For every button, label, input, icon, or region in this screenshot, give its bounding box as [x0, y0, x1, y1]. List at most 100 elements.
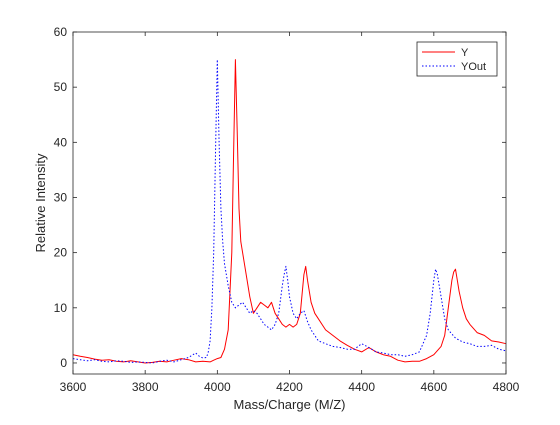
- data-point-yout: [376, 351, 377, 352]
- data-point-yout: [217, 59, 218, 60]
- series-layer: [72, 59, 507, 364]
- data-point-y: [260, 302, 261, 303]
- data-point-y: [173, 360, 174, 361]
- x-axis-label: Mass/Charge (M/Z): [234, 397, 346, 412]
- legend-box: [416, 41, 498, 77]
- data-point-yout: [137, 361, 138, 362]
- data-point-y: [309, 291, 310, 292]
- x-tick-label: 3800: [132, 380, 159, 394]
- data-point-yout: [426, 335, 427, 336]
- data-point-yout: [289, 296, 290, 297]
- data-point-yout: [267, 327, 268, 328]
- data-point-y: [289, 324, 290, 325]
- data-point-yout: [246, 307, 247, 308]
- data-point-y: [339, 340, 340, 341]
- data-point-y: [491, 340, 492, 341]
- data-point-yout: [242, 302, 243, 303]
- data-point-y: [444, 335, 445, 336]
- data-point-y: [459, 291, 460, 292]
- data-point-y: [271, 302, 272, 303]
- data-point-yout: [94, 359, 95, 360]
- data-point-yout: [228, 285, 229, 286]
- data-point-y: [213, 360, 214, 361]
- data-point-y: [264, 304, 265, 305]
- data-point-y: [361, 351, 362, 352]
- data-point-yout: [210, 340, 211, 341]
- data-point-yout: [347, 349, 348, 350]
- data-point-yout: [130, 362, 131, 363]
- y-tick-label: 0: [60, 356, 67, 370]
- data-point-y: [224, 349, 225, 350]
- data-point-y: [253, 313, 254, 314]
- data-point-yout: [80, 359, 81, 360]
- data-point-y: [217, 358, 218, 359]
- data-point-yout: [422, 343, 423, 344]
- data-point-yout: [159, 361, 160, 362]
- data-point-y: [130, 360, 131, 361]
- data-point-y: [285, 327, 286, 328]
- data-point-y: [278, 318, 279, 319]
- series-line-yout: [72, 59, 507, 364]
- data-point-yout: [116, 360, 117, 361]
- data-point-y: [188, 359, 189, 360]
- data-point-y: [453, 271, 454, 272]
- data-point-yout: [213, 252, 214, 253]
- data-point-y: [233, 153, 234, 154]
- data-point-y: [484, 335, 485, 336]
- data-point-y: [347, 345, 348, 346]
- data-point-y: [101, 360, 102, 361]
- data-point-y: [109, 359, 110, 360]
- data-point-y: [228, 329, 229, 330]
- data-point-yout: [219, 142, 220, 143]
- data-point-yout: [256, 313, 257, 314]
- data-point-yout: [224, 263, 225, 264]
- data-point-y: [293, 327, 294, 328]
- data-point-yout: [397, 354, 398, 355]
- data-point-yout: [208, 351, 209, 352]
- data-point-y: [246, 274, 247, 275]
- data-point-y: [318, 318, 319, 319]
- data-point-y: [325, 329, 326, 330]
- data-point-yout: [181, 359, 182, 360]
- data-point-y: [296, 324, 297, 325]
- y-axis-label: Relative Intensity: [33, 153, 48, 252]
- data-point-yout: [293, 313, 294, 314]
- data-point-yout: [109, 361, 110, 362]
- x-tick-label: 4000: [204, 380, 231, 394]
- data-point-y: [237, 131, 238, 132]
- data-point-yout: [166, 360, 167, 361]
- data-point-yout: [484, 346, 485, 347]
- data-point-y: [390, 356, 391, 357]
- data-point-y: [305, 266, 306, 267]
- y-tick-label: 10: [54, 301, 68, 315]
- data-point-y: [267, 307, 268, 308]
- data-point-y: [477, 332, 478, 333]
- x-tick-label: 4800: [493, 380, 520, 394]
- data-point-yout: [300, 313, 301, 314]
- data-point-y: [404, 361, 405, 362]
- data-point-yout: [332, 346, 333, 347]
- data-point-y: [202, 361, 203, 362]
- ticks-layer: 3600 3800 4000 4200 4400 4600 4800 0 10 20 30 40 50 6…: [54, 25, 520, 394]
- data-point-yout: [199, 356, 200, 357]
- data-point-y: [303, 274, 304, 275]
- data-point-y: [321, 324, 322, 325]
- x-tick-label: 4200: [276, 380, 303, 394]
- data-point-y: [311, 302, 312, 303]
- data-point-yout: [101, 361, 102, 362]
- data-point-y: [466, 318, 467, 319]
- data-point-y: [451, 280, 452, 281]
- data-point-y: [314, 313, 315, 314]
- data-point-yout: [455, 338, 456, 339]
- data-point-yout: [123, 361, 124, 362]
- data-point-yout: [195, 352, 196, 353]
- data-point-yout: [325, 343, 326, 344]
- data-point-y: [498, 341, 499, 342]
- data-point-y: [332, 335, 333, 336]
- data-point-y: [240, 241, 241, 242]
- y-tick-label: 60: [54, 25, 68, 39]
- data-point-yout: [404, 356, 405, 357]
- data-point-yout: [307, 321, 308, 322]
- data-point-yout: [173, 361, 174, 362]
